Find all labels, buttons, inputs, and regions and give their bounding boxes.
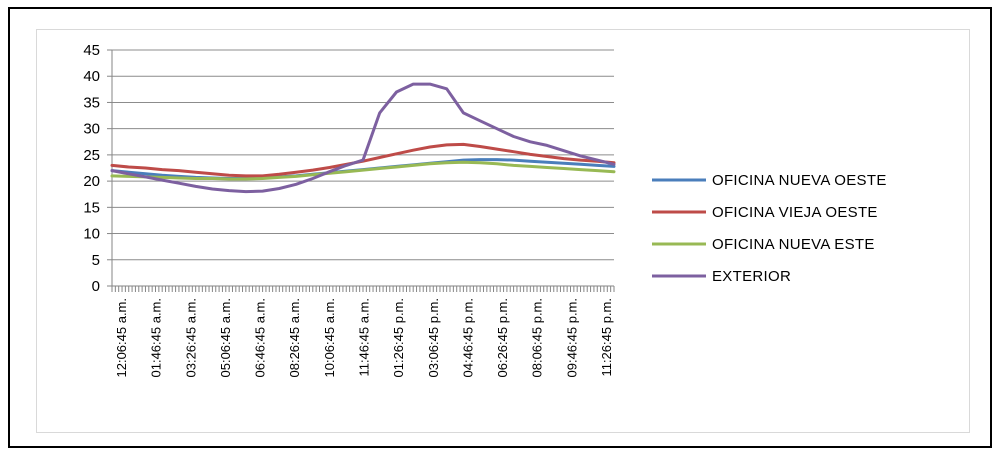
x-tick-label: 01:46:45 a.m. — [149, 298, 164, 378]
x-tick-label: 09:46:45 p.m. — [564, 298, 579, 378]
legend-label: OFICINA NUEVA ESTE — [712, 236, 875, 253]
series-line — [110, 160, 616, 181]
legend-label: OFICINA NUEVA OESTE — [712, 172, 887, 189]
series-lines — [110, 82, 616, 194]
x-tick-label: 08:26:45 a.m. — [287, 298, 302, 378]
y-tick-label: 30 — [83, 121, 100, 138]
x-tick-label: 05:06:45 a.m. — [218, 298, 233, 378]
x-tick-label: 11:46:45 a.m. — [357, 298, 372, 377]
x-tick-label: 03:06:45 p.m. — [426, 298, 441, 378]
y-tick-label: 10 — [83, 226, 100, 243]
x-tick-label: 04:46:45 p.m. — [460, 298, 475, 378]
x-tick-label: 08:06:45 p.m. — [530, 298, 545, 378]
x-tick-label: 01:26:45 p.m. — [391, 298, 406, 378]
x-tick-label: 06:26:45 p.m. — [495, 298, 510, 378]
x-tick-label: 10:06:45 a.m. — [322, 298, 337, 378]
y-tick-label: 25 — [83, 147, 100, 164]
legend-label: EXTERIOR — [712, 268, 791, 285]
legend-label: OFICINA VIEJA OESTE — [712, 204, 878, 221]
y-tick-label: 0 — [92, 278, 100, 295]
y-tick-label: 20 — [83, 173, 100, 190]
y-axis-ticks: 0 5 10 15 20 25 30 35 40 45 — [83, 42, 100, 295]
y-tick-label: 5 — [92, 252, 100, 269]
legend: OFICINA NUEVA OESTE OFICINA VIEJA OESTE OF… — [652, 172, 887, 285]
x-axis-ticks: 12:06:45 a.m. 01:46:45 a.m. 03:26:45 a.m. 0… — [114, 298, 614, 378]
x-tick-label: 06:46:45 a.m. — [253, 298, 268, 378]
y-tick-label: 15 — [83, 199, 100, 216]
x-tick-label: 11:26:45 p.m. — [599, 298, 614, 377]
y-tick-label: 35 — [83, 94, 100, 111]
y-tick-label: 45 — [83, 42, 100, 59]
series-line — [110, 82, 616, 194]
chart-area — [36, 29, 970, 433]
x-tick-label: 03:26:45 a.m. — [183, 298, 198, 378]
x-tick-label: 12:06:45 a.m. — [114, 298, 129, 378]
gridlines — [107, 49, 615, 292]
y-tick-label: 40 — [83, 68, 100, 85]
